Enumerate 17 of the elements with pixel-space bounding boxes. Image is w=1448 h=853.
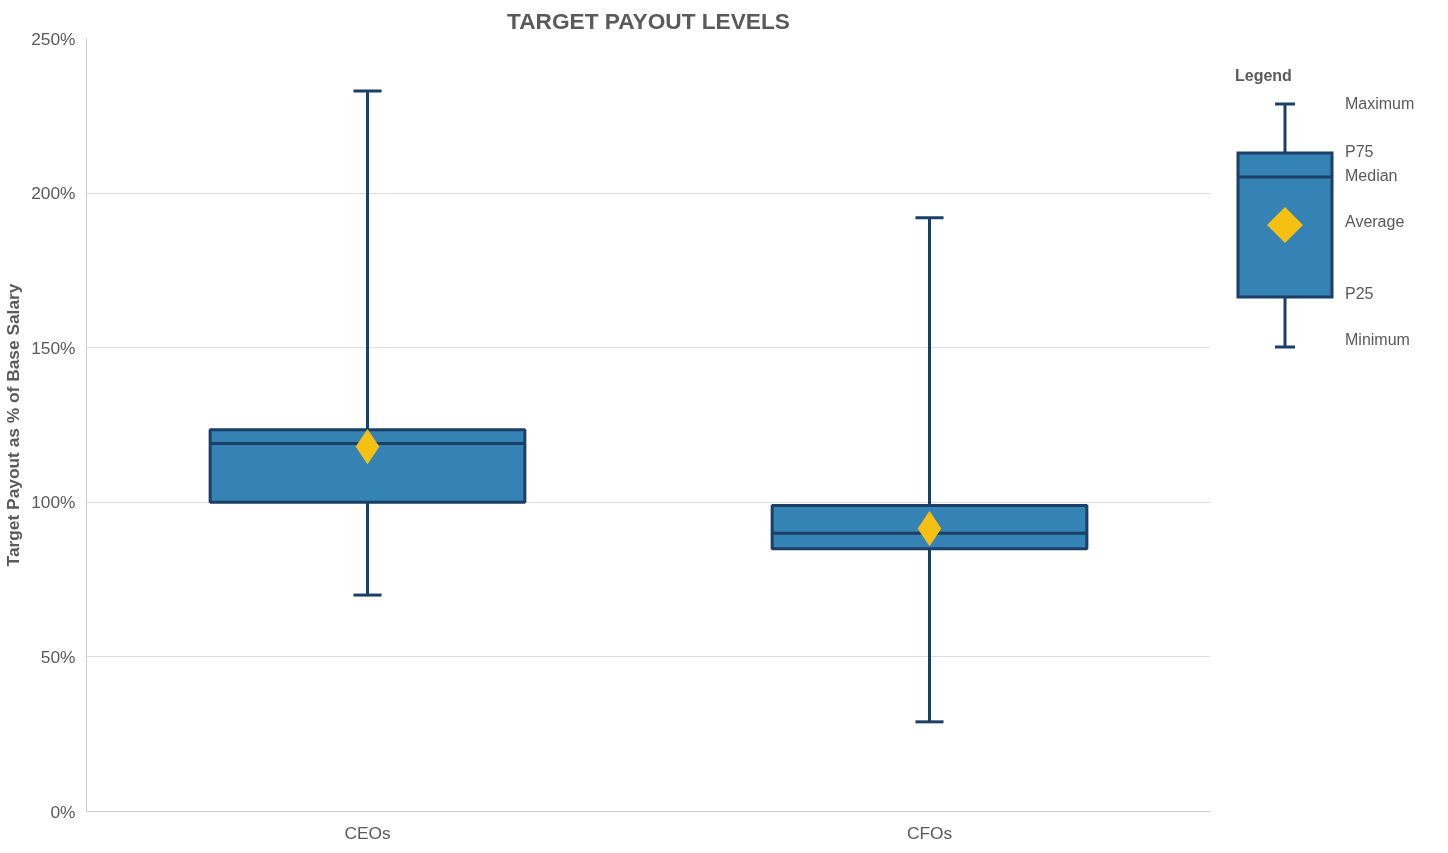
legend-title: Legend — [1235, 67, 1292, 84]
x-tick-label: CFOs — [906, 822, 953, 843]
text: P25 — [1345, 285, 1374, 303]
text: Median — [1345, 167, 1398, 185]
y-axis-title: Target Payout as % of Base Salary — [3, 283, 24, 567]
text: Average — [1345, 213, 1405, 231]
y-tick-label: 150% — [31, 337, 76, 358]
y-tick-label: 200% — [31, 183, 76, 204]
y-tick-label: 50% — [40, 646, 76, 667]
y-tick-label: 250% — [31, 28, 76, 49]
y-tick-label: 100% — [31, 492, 76, 513]
y-tick-label: 0% — [50, 801, 76, 822]
chart-title: TARGET PAYOUT LEVELS — [507, 7, 790, 34]
text: Minimum — [1345, 331, 1410, 349]
text: P75 — [1345, 143, 1374, 161]
text: Maximum — [1345, 95, 1415, 113]
x-tick-label: CEOs — [344, 822, 391, 843]
